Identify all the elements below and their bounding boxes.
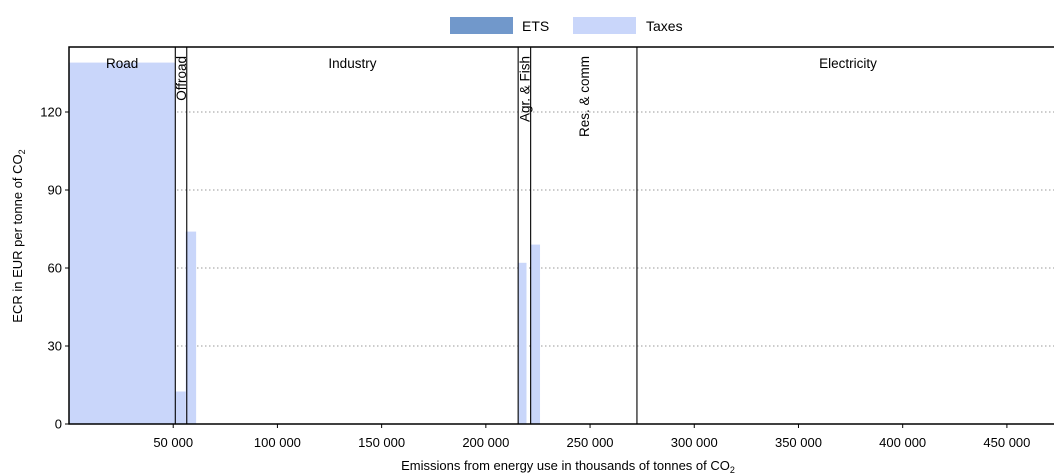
x-axis-label-subscript: 2 (730, 465, 735, 473)
bars (69, 62, 541, 424)
x-tick-label-100000: 100 000 (254, 435, 301, 450)
x-axis-label: Emissions from energy use in thousands o… (401, 458, 735, 473)
x-tick-label-300000: 300 000 (671, 435, 718, 450)
x-tick-label-150000: 150 000 (358, 435, 405, 450)
legend-label-taxes: Taxes (646, 18, 683, 34)
y-tick-label-120: 120 (40, 105, 62, 120)
legend: ETS Taxes (450, 17, 683, 34)
gridlines (69, 111, 1054, 347)
x-tick-label-250000: 250 000 (567, 435, 614, 450)
bar-taxes-2 (185, 231, 197, 424)
plot-frame (68, 46, 1054, 425)
sector-label-2: Industry (328, 56, 376, 71)
y-axis-label: ECR in EUR per tonne of CO2 (10, 149, 27, 322)
legend-swatch-taxes (573, 17, 636, 34)
x-tick-label-450000: 450 000 (983, 435, 1030, 450)
sector-label-4: Res. & comm (577, 56, 592, 137)
x-tick-label-200000: 200 000 (462, 435, 509, 450)
sector-label-0: Road (106, 56, 138, 71)
y-tick-label-90: 90 (48, 183, 62, 198)
y-tick-label-60: 60 (48, 261, 62, 276)
sector-label-5: Electricity (819, 56, 877, 71)
x-tick-label-400000: 400 000 (879, 435, 926, 450)
bar-taxes-0 (69, 62, 176, 424)
bar-taxes-1 (175, 391, 186, 424)
sector-labels: Road Offroad Industry Agr. & Fish Res. & com… (106, 56, 877, 137)
bar-taxes-3 (518, 262, 527, 424)
y-tick-label-0: 0 (55, 417, 62, 432)
x-tick-label-50000: 50 000 (153, 435, 193, 450)
legend-swatch-ets (450, 17, 513, 34)
sector-label-1: Offroad (174, 56, 189, 101)
sector-label-3: Agr. & Fish (517, 56, 532, 122)
bar-taxes-4 (530, 244, 541, 424)
y-axis-label-subscript: 2 (17, 149, 27, 154)
y-axis-ticks: 0 30 60 90 120 (40, 105, 69, 432)
legend-label-ets: ETS (522, 18, 549, 34)
x-tick-label-350000: 350 000 (775, 435, 822, 450)
y-tick-label-30: 30 (48, 339, 62, 354)
sector-dividers (174, 47, 638, 424)
x-axis-ticks: 50 000 100 000 150 000 200 000 250 000 300 00… (153, 424, 1030, 450)
